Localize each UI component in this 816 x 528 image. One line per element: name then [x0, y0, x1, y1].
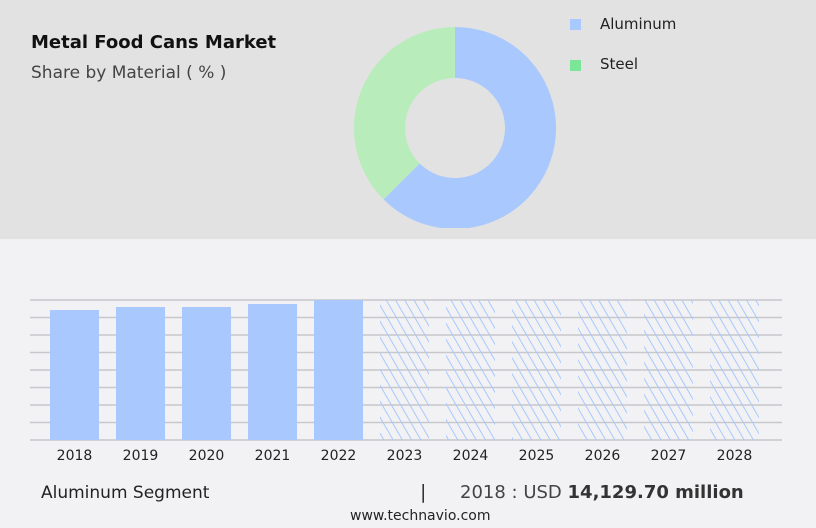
donut-slice-steel	[353, 27, 455, 200]
bar-forecast-2027	[644, 300, 693, 440]
bar-2019	[116, 306, 165, 440]
legend-label-steel: Steel	[600, 55, 639, 73]
bar-forecast-2025	[512, 300, 561, 440]
bar-forecast-2024	[446, 300, 495, 440]
x-tick-label: 2021	[255, 448, 291, 464]
source-url: www.technavio.com	[350, 508, 491, 524]
segment-value: 2018 : USD 14,129.70 million	[460, 482, 744, 503]
x-tick-label: 2023	[387, 448, 423, 464]
legend-swatch-aluminum	[570, 19, 581, 30]
bar-forecast-2026	[578, 300, 627, 440]
x-tick-label: 2022	[321, 448, 357, 464]
year-label: 2018 : USD	[460, 482, 562, 503]
bar-2018	[50, 309, 99, 440]
bar-forecast-2028	[710, 300, 759, 440]
bar-2021	[248, 303, 297, 440]
page-title: Metal Food Cans Market	[31, 32, 277, 53]
separator: |	[420, 481, 427, 503]
x-tick-label: 2026	[585, 448, 621, 464]
x-tick-label: 2024	[453, 448, 489, 464]
segment-label: Aluminum Segment	[41, 483, 210, 503]
x-tick-label: 2019	[123, 448, 159, 464]
x-tick-label: 2027	[651, 448, 687, 464]
x-tick-label: 2018	[57, 448, 93, 464]
legend-label-aluminum: Aluminum	[600, 15, 677, 33]
bar-2020	[182, 306, 231, 440]
x-tick-label: 2028	[717, 448, 753, 464]
value-amount: 14,129.70 million	[567, 482, 744, 503]
x-tick-label: 2020	[189, 448, 225, 464]
x-tick-label: 2025	[519, 448, 555, 464]
page-subtitle: Share by Material ( % )	[31, 63, 227, 83]
donut-slice-aluminum	[383, 27, 556, 228]
legend-swatch-steel	[570, 60, 581, 71]
bar-forecast-2023	[380, 300, 429, 440]
bar-2022	[314, 300, 363, 440]
